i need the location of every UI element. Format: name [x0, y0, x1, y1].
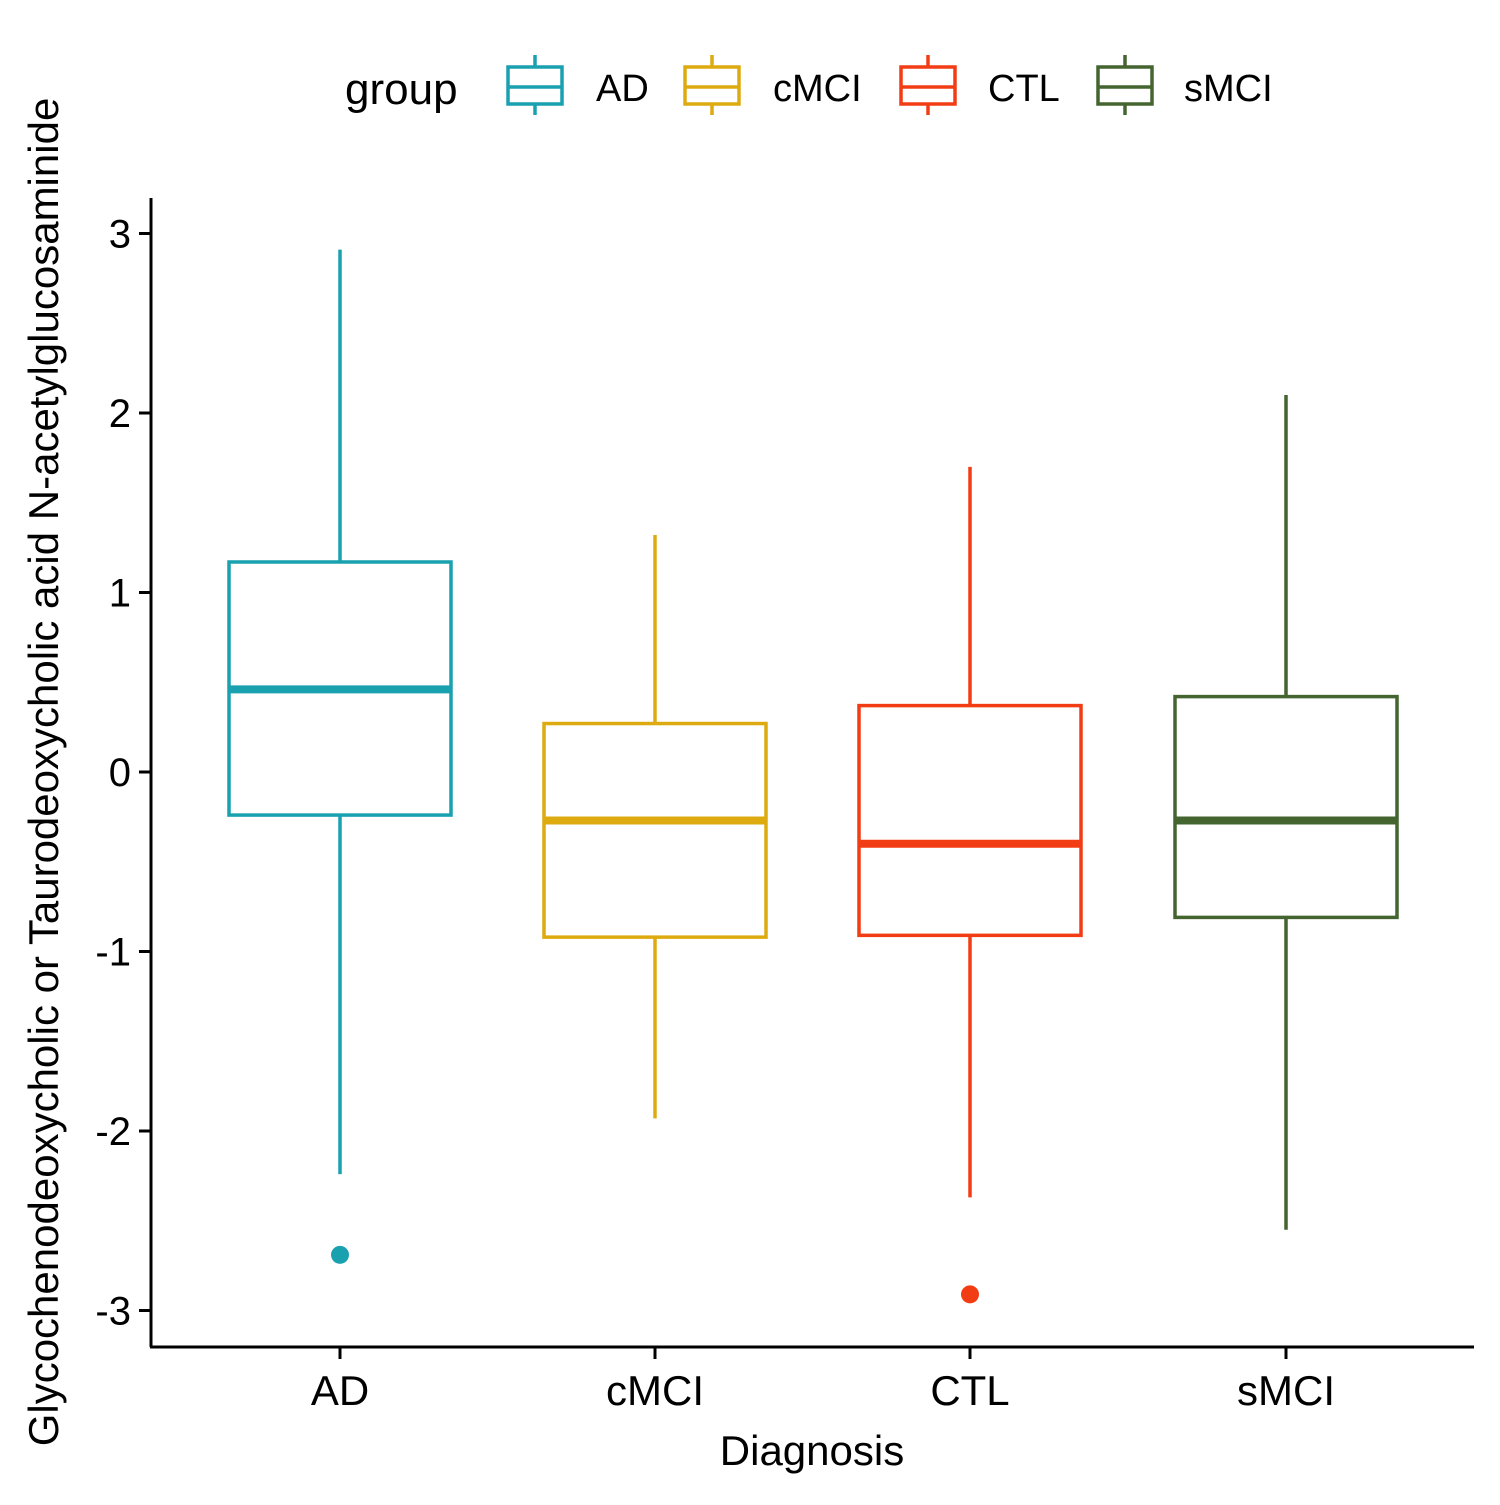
x-tick-label: CTL	[930, 1367, 1009, 1414]
legend-key-cMCI	[683, 55, 741, 115]
legend-label: sMCI	[1184, 68, 1273, 110]
x-tick-label: cMCI	[606, 1367, 704, 1414]
y-tick-label: 0	[109, 751, 131, 795]
x-tick-label: sMCI	[1237, 1367, 1335, 1414]
legend-label: CTL	[988, 68, 1060, 110]
iqr-box	[857, 703, 1083, 938]
legend-key-AD	[506, 55, 564, 115]
y-tick-label: 3	[109, 213, 131, 257]
iqr-box	[1173, 694, 1399, 920]
legend-label: cMCI	[773, 68, 862, 110]
y-tick-label: 1	[109, 572, 131, 616]
legend: group AD cMCI CTL sMCI	[345, 55, 1273, 115]
legend-title: group	[345, 65, 458, 114]
box-AD	[227, 249, 453, 1264]
iqr-box	[542, 721, 768, 939]
boxes	[227, 249, 1399, 1304]
y-tick-label: 2	[109, 392, 131, 436]
outlier-point	[331, 1245, 349, 1264]
legend-label: AD	[596, 68, 649, 110]
axes: 3 2 1 0 -1 -2 -3 AD cMCI CTL sMCI	[95, 198, 1474, 1414]
y-tick-label: -2	[95, 1110, 131, 1154]
legend-key-sMCI	[1096, 55, 1154, 115]
x-tick-label: AD	[311, 1367, 369, 1414]
box-cMCI	[542, 535, 768, 1119]
box-sMCI	[1173, 395, 1399, 1230]
legend-key-CTL	[899, 55, 957, 115]
y-tick-label: -3	[95, 1290, 131, 1334]
y-tick-label: -1	[95, 931, 131, 975]
y-axis-title: Glycochenodeoxycholic or Taurodeoxycholi…	[20, 98, 67, 1447]
box-CTL	[857, 466, 1083, 1304]
outlier-point	[961, 1285, 979, 1304]
x-axis-title: Diagnosis	[720, 1427, 904, 1474]
